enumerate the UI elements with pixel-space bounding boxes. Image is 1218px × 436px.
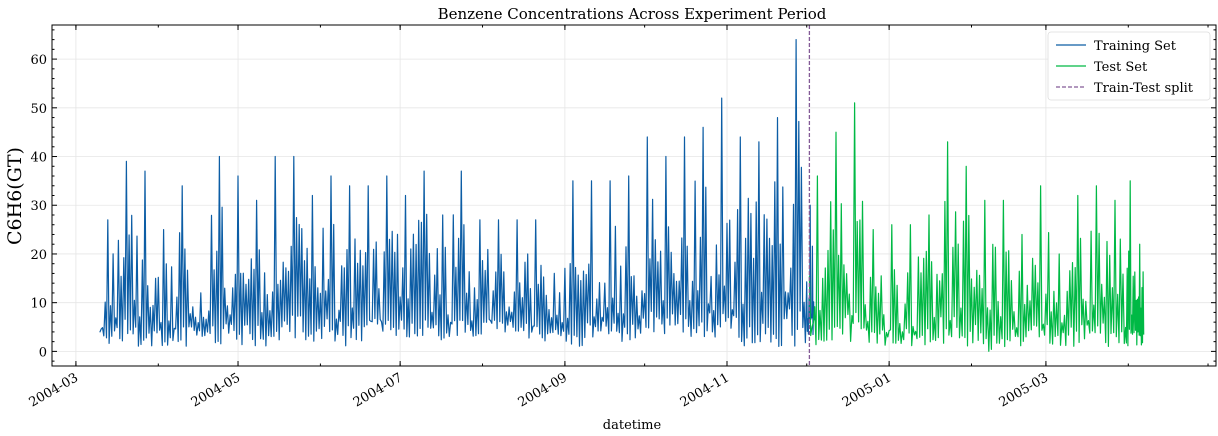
x-tick-label: 2005-03 [997,370,1051,410]
y-axis-label: C6H6(GT) [4,147,26,245]
x-axis-label: datetime [603,418,662,433]
series-line-training [99,38,815,347]
legend-box [1047,31,1211,101]
axes: 0 10 20 30 40 50 60 2004-03 2004-05 2004-07 2004-0… [27,25,1216,410]
series-layer [99,38,1145,352]
x-tick-label: 2004-07 [351,370,405,410]
y-tick-label: 60 [30,53,47,68]
x-tick-label: 2004-03 [27,370,81,410]
y-tick-label: 50 [30,102,47,117]
y-tick-label: 30 [30,199,47,214]
legend-train-label: Training Set [1094,39,1177,54]
x-tick-label: 2004-09 [516,370,570,410]
x-tick-label: 2004-11 [678,370,732,410]
y-tick-label: 20 [30,248,47,263]
series-line-test [808,102,1145,352]
legend-split-label: Train-Test split [1094,81,1194,96]
legend: Training Set Test Set Train-Test split [1047,31,1211,101]
x-tick-label: 2004-05 [189,370,243,410]
y-tick-label: 10 [30,297,47,312]
y-tick-label: 40 [30,151,47,166]
chart-title: Benzene Concentrations Across Experiment… [438,5,827,23]
y-tick-label: 0 [39,345,47,360]
legend-test-label: Test Set [1094,60,1148,75]
x-tick-label: 2005-01 [840,370,894,410]
